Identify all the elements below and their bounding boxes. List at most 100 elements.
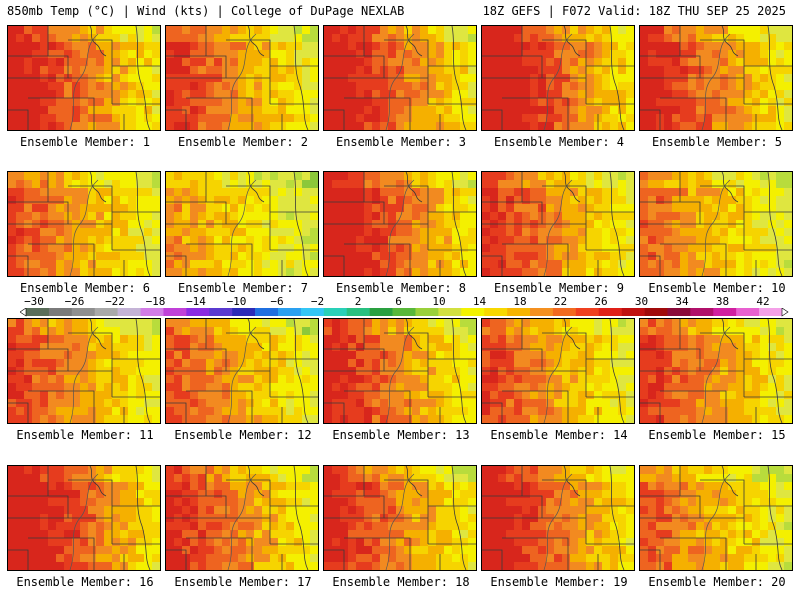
ensemble-member-label: Ensemble Member: 4 <box>493 135 625 149</box>
colorbar-tick-label: −22 <box>105 295 125 308</box>
ensemble-member-label: Ensemble Member: 8 <box>335 281 467 295</box>
colorbar-swatch <box>713 308 737 316</box>
temperature-map <box>639 318 793 424</box>
colorbar-tick-label: 14 <box>472 295 487 308</box>
ensemble-member-label: Ensemble Member: 11 <box>16 428 154 442</box>
colorbar-swatch <box>94 308 118 316</box>
ensemble-member-panel: Ensemble Member: 4 <box>481 25 637 149</box>
colorbar-swatch <box>163 308 187 316</box>
colorbar-swatch <box>415 308 439 316</box>
colorbar-swatch <box>140 308 164 316</box>
colorbar-tick-label: −30 <box>24 295 44 308</box>
temperature-map <box>639 465 793 571</box>
ensemble-member-label: Ensemble Member: 1 <box>19 135 151 149</box>
ensemble-member-panel: Ensemble Member: 11 <box>7 318 163 442</box>
colorbar-swatch <box>392 308 416 316</box>
colorbar-swatch <box>552 308 577 316</box>
ensemble-member-label: Ensemble Member: 20 <box>648 575 786 589</box>
ensemble-member-panel: Ensemble Member: 17 <box>165 465 321 589</box>
ensemble-member-panel: Ensemble Member: 19 <box>481 465 637 589</box>
colorbar-swatch <box>461 308 485 316</box>
colorbar-swatch <box>117 308 141 316</box>
ensemble-member-panel: Ensemble Member: 12 <box>165 318 321 442</box>
colorbar-swatch <box>186 308 210 316</box>
colorbar-swatch <box>255 308 279 316</box>
ensemble-member-panel: Ensemble Member: 16 <box>7 465 163 589</box>
colorbar-tick-label: 26 <box>594 295 608 308</box>
temperature-map <box>165 25 319 131</box>
ensemble-member-panel: Ensemble Member: 2 <box>165 25 321 149</box>
colorbar-tick-label: −10 <box>226 295 247 308</box>
colorbar-swatch <box>759 308 783 316</box>
colorbar-swatch <box>232 308 256 316</box>
colorbar-tick-label: −2 <box>310 295 325 308</box>
colorbar-tick-label: −6 <box>270 295 284 308</box>
colorbar-tick-label: 22 <box>553 295 568 308</box>
colorbar-swatch <box>598 308 622 316</box>
ensemble-member-panel: Ensemble Member: 14 <box>481 318 637 442</box>
colorbar-swatch <box>484 308 508 316</box>
colorbar-swatch <box>438 308 462 316</box>
colorbar-swatch <box>690 308 714 316</box>
temperature-map <box>165 171 319 277</box>
colorbar-tick-label: 18 <box>513 295 527 308</box>
temperature-map <box>481 465 635 571</box>
colorbar-tick-label: 42 <box>756 295 770 308</box>
ensemble-member-panel: Ensemble Member: 9 <box>481 171 637 295</box>
temperature-map <box>639 25 793 131</box>
ensemble-member-panel: Ensemble Member: 3 <box>323 25 479 149</box>
colorbar-end-arrow <box>20 308 27 317</box>
ensemble-member-label: Ensemble Member: 5 <box>651 135 783 149</box>
colorbar-swatch <box>26 308 50 316</box>
colorbar-tick-label: 30 <box>634 295 649 308</box>
ensemble-member-label: Ensemble Member: 7 <box>177 281 309 295</box>
temperature-map <box>639 171 793 277</box>
colorbar-tick-label: 2 <box>354 295 362 308</box>
ensemble-member-label: Ensemble Member: 10 <box>648 281 786 295</box>
colorbar-tick-label: 38 <box>715 295 730 308</box>
colorbar-end-arrow <box>781 308 789 317</box>
temperature-colorbar: −30 −26 −22 −18 −14 −10 −6 −2 2 6 10 14 18 22 26 30 34 38… <box>20 296 790 318</box>
colorbar-tick-label: 6 <box>395 295 402 308</box>
colorbar-tick-label: 34 <box>675 295 689 308</box>
ensemble-member-label: Ensemble Member: 3 <box>335 135 467 149</box>
colorbar-swatch <box>209 308 233 316</box>
colorbar-tick-label: −26 <box>64 295 85 308</box>
temperature-map <box>7 171 161 277</box>
temperature-map <box>323 25 477 131</box>
colorbar-tick-label: −18 <box>145 295 166 308</box>
ensemble-member-label: Ensemble Member: 12 <box>174 428 312 442</box>
temperature-map <box>323 465 477 571</box>
map-title: 850mb Temp (°C) | Wind (kts) | College o… <box>7 4 405 18</box>
temperature-map <box>323 171 477 277</box>
colorbar-swatch <box>575 308 600 316</box>
ensemble-member-label: Ensemble Member: 15 <box>648 428 786 442</box>
ensemble-member-label: Ensemble Member: 6 <box>19 281 151 295</box>
colorbar-swatch <box>736 308 760 316</box>
colorbar-swatch <box>323 308 348 316</box>
temperature-map <box>165 318 319 424</box>
colorbar-swatch <box>507 308 531 316</box>
colorbar-swatch <box>369 308 393 316</box>
ensemble-member-label: Ensemble Member: 9 <box>493 281 625 295</box>
temperature-map <box>7 25 161 131</box>
colorbar-swatch <box>300 308 325 316</box>
colorbar-tick-label: −14 <box>186 295 206 308</box>
ensemble-member-panel: Ensemble Member: 15 <box>639 318 795 442</box>
ensemble-member-label: Ensemble Member: 13 <box>332 428 470 442</box>
ensemble-member-panel: Ensemble Member: 6 <box>7 171 163 295</box>
colorbar-swatch <box>278 308 302 316</box>
ensemble-member-label: Ensemble Member: 17 <box>174 575 312 589</box>
temperature-map <box>7 465 161 571</box>
ensemble-member-label: Ensemble Member: 18 <box>332 575 470 589</box>
colorbar-swatch <box>667 308 691 316</box>
temperature-map <box>323 318 477 424</box>
ensemble-member-panel: Ensemble Member: 13 <box>323 318 479 442</box>
model-valid-time: 18Z GEFS | F072 Valid: 18Z THU SEP 25 20… <box>482 4 786 18</box>
colorbar-swatch <box>644 308 668 316</box>
ensemble-member-panel: Ensemble Member: 8 <box>323 171 479 295</box>
colorbar-tick-label: 10 <box>432 295 446 308</box>
colorbar-swatch <box>530 308 554 316</box>
colorbar-swatch <box>346 308 370 316</box>
ensemble-member-label: Ensemble Member: 19 <box>490 575 628 589</box>
